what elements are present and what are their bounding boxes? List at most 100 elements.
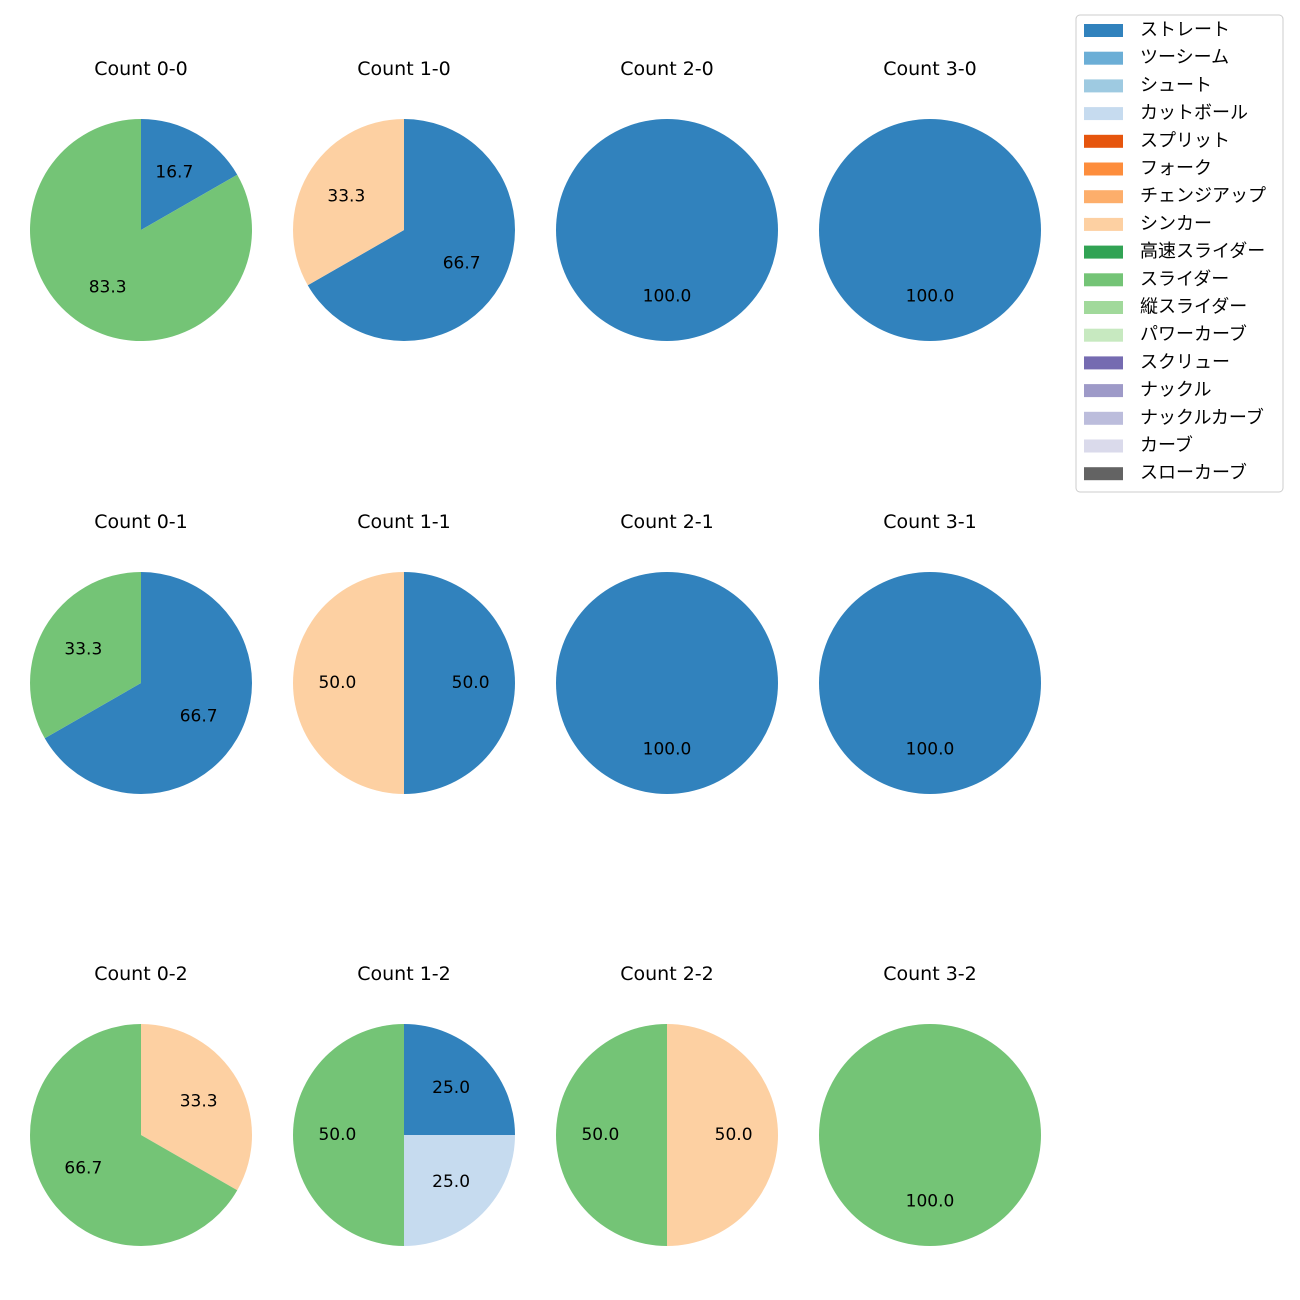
pie-title: Count 2-1 <box>620 511 714 533</box>
pie-slice <box>30 572 141 739</box>
pie-title: Count 0-0 <box>94 58 188 80</box>
legend-item: スクリュー <box>1084 352 1230 373</box>
pie-slice <box>293 1024 404 1246</box>
legend-item: パワーカーブ <box>1084 323 1247 345</box>
legend-item: スプリット <box>1084 130 1230 151</box>
legend-swatch <box>1084 162 1123 176</box>
legend-label: ストレート <box>1140 20 1230 41</box>
legend-label: フォーク <box>1140 158 1212 179</box>
pie-slice <box>556 119 778 341</box>
pie-chart: Count 0-2 33.3 66.7 <box>30 963 252 1246</box>
pie-title: Count 3-0 <box>883 58 977 80</box>
pie-slice <box>141 119 238 230</box>
legend-label: カーブ <box>1140 434 1193 456</box>
pie-slice-label: 100.0 <box>643 740 692 760</box>
pie-slice-label: 50.0 <box>318 673 356 693</box>
pie-title: Count 0-2 <box>94 963 188 985</box>
legend-item: ナックル <box>1084 380 1211 401</box>
pie-title: Count 0-1 <box>94 511 188 533</box>
pie-chart: Count 3-0 100.0 <box>819 58 1041 341</box>
pie-slice-label: 66.7 <box>443 253 481 273</box>
legend-swatch <box>1084 245 1123 259</box>
pie-chart: Count 3-2 100.0 <box>819 963 1041 1246</box>
legend-label: スローカーブ <box>1140 462 1247 484</box>
legend-swatch <box>1084 439 1123 453</box>
legend-label: スクリュー <box>1140 352 1230 373</box>
legend-label: シンカー <box>1140 213 1212 234</box>
pie-slice <box>30 119 253 341</box>
pie-title: Count 2-0 <box>620 58 714 80</box>
legend-swatch <box>1084 273 1123 287</box>
pie-slice-label: 33.3 <box>180 1092 218 1112</box>
pie-slice <box>30 1024 238 1246</box>
legend-item: チェンジアップ <box>1084 186 1266 207</box>
legend-swatch <box>1084 107 1123 121</box>
legend-item: 縦スライダー <box>1084 297 1247 318</box>
legend-label: チェンジアップ <box>1140 186 1266 207</box>
legend-swatch <box>1084 356 1123 370</box>
legend-item: スローカーブ <box>1084 462 1247 484</box>
legend-swatch <box>1084 24 1123 37</box>
pie-slice-label: 100.0 <box>643 287 692 307</box>
legend-item: カーブ <box>1084 434 1193 456</box>
pie-slice-label: 66.7 <box>180 706 218 726</box>
legend-label: 縦スライダー <box>1140 297 1247 318</box>
pie-slice-label: 25.0 <box>432 1078 470 1098</box>
pie-slice-label: 83.3 <box>89 278 127 298</box>
pie-slice <box>404 572 515 794</box>
pie-slice <box>44 572 253 794</box>
legend-label: スプリット <box>1140 130 1230 151</box>
legend-swatch <box>1084 467 1123 481</box>
pie-slice <box>307 119 515 341</box>
pie-slice <box>556 572 778 794</box>
pie-chart: Count 1-2 25.0 25.0 50.0 <box>293 963 515 1246</box>
pie-slice <box>141 1024 252 1191</box>
pie-title: Count 3-2 <box>883 963 977 985</box>
pie-slice-label: 100.0 <box>906 287 955 307</box>
pie-slice <box>293 119 404 286</box>
legend-item: ナックルカーブ <box>1084 406 1264 428</box>
pie-slice-label: 25.0 <box>432 1172 470 1192</box>
pie-chart: Count 0-1 66.7 33.3 <box>30 511 253 794</box>
legend-label: パワーカーブ <box>1140 323 1247 345</box>
legend-label: 高速スライダー <box>1140 241 1265 262</box>
pie-slice-label: 50.0 <box>452 673 490 693</box>
legend-item: 高速スライダー <box>1084 241 1265 262</box>
legend-item: ストレート <box>1084 20 1230 41</box>
pie-slice-label: 100.0 <box>906 740 955 760</box>
pie-chart: Count 2-2 50.0 50.0 <box>556 963 778 1246</box>
legend-swatch <box>1084 190 1123 204</box>
legend-swatch <box>1084 51 1123 65</box>
legend-label: スライダー <box>1140 269 1229 290</box>
legend-label: ナックルカーブ <box>1140 406 1264 428</box>
legend-label: ナックル <box>1140 380 1211 401</box>
legend-swatch <box>1084 134 1123 148</box>
pie-slice-label: 33.3 <box>327 187 365 207</box>
legend-item: フォーク <box>1084 158 1212 179</box>
pie-slice <box>404 1024 515 1135</box>
pie-slice-label: 16.7 <box>155 162 193 182</box>
pie-chart: Count 0-0 16.7 83.3 <box>30 58 253 341</box>
pie-slice <box>819 572 1041 794</box>
pie-chart: Count 2-1 100.0 <box>556 511 778 794</box>
legend-swatch <box>1084 301 1123 314</box>
pie-slice-label: 50.0 <box>715 1125 753 1145</box>
pie-slice <box>667 1024 778 1246</box>
pie-slice <box>293 572 404 794</box>
pie-title: Count 2-2 <box>620 963 714 985</box>
pie-chart: Count 1-0 66.7 33.3 <box>293 58 515 341</box>
legend-swatch <box>1084 328 1123 342</box>
pie-title: Count 1-1 <box>357 511 451 533</box>
pie-title: Count 1-2 <box>357 963 451 985</box>
legend-label: ツーシーム <box>1140 47 1229 68</box>
pie-slice <box>819 1024 1041 1246</box>
legend-item: カットボール <box>1084 103 1248 124</box>
legend-item: シュート <box>1084 75 1212 96</box>
legend-item: ツーシーム <box>1084 47 1229 68</box>
legend-swatch <box>1084 79 1123 93</box>
legend-item: スライダー <box>1084 269 1229 290</box>
pie-chart: Count 2-0 100.0 <box>556 58 778 341</box>
pie-title: Count 3-1 <box>883 511 977 533</box>
pie-slice <box>819 119 1041 341</box>
